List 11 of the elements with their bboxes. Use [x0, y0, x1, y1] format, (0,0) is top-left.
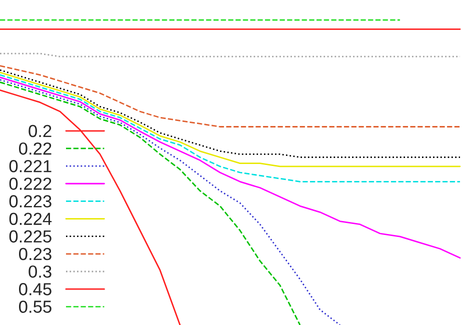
- legend-label: 0.224: [9, 212, 52, 226]
- legend-label: 0.2: [28, 124, 52, 138]
- legend-label: 0.225: [9, 230, 52, 243]
- legend-label: 0.23: [19, 248, 52, 260]
- legend-label: 0.221: [9, 160, 52, 172]
- legend-label: 0.222: [9, 178, 52, 190]
- legend-label: 0.22: [19, 142, 52, 155]
- legend-label: 0.55: [19, 300, 52, 313]
- legend-label: 0.3: [28, 265, 52, 278]
- legend-label: 0.45: [19, 283, 52, 296]
- legend-label: 0.223: [9, 195, 52, 208]
